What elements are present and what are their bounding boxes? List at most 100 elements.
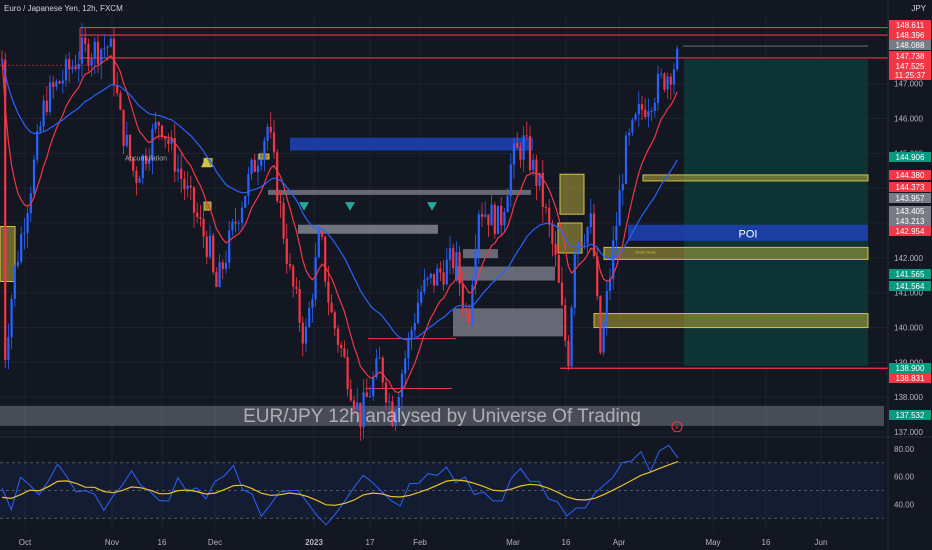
candle-body xyxy=(362,392,365,428)
candle-body xyxy=(247,173,250,197)
candle-body xyxy=(493,204,496,234)
candle-body xyxy=(506,196,509,212)
candle-body xyxy=(87,43,90,66)
poi-zone xyxy=(628,224,868,241)
price-label-badge xyxy=(889,30,931,40)
alert-bolt: ⚡ xyxy=(675,424,680,432)
candle-body xyxy=(285,238,288,265)
candle-body xyxy=(199,217,202,219)
chart-title: Euro / Japanese Yen, 12h, FXCM xyxy=(4,4,123,13)
candle-body xyxy=(669,76,672,85)
candle-body xyxy=(272,132,276,153)
candle-body xyxy=(666,76,669,90)
candle-body xyxy=(58,81,61,84)
gray-zone xyxy=(455,266,555,281)
candle-body xyxy=(554,243,557,255)
ema-fast-line xyxy=(1,54,678,394)
candle-body xyxy=(528,136,532,171)
candle-body xyxy=(656,73,660,103)
candle-body xyxy=(480,214,484,217)
candle-body xyxy=(132,158,135,171)
price-label-badge xyxy=(889,61,931,71)
candle-body xyxy=(250,159,253,174)
candle-body xyxy=(202,218,205,237)
price-label-badge xyxy=(889,410,931,420)
candle-body xyxy=(298,289,301,323)
candle-body xyxy=(650,110,653,112)
candle-body xyxy=(660,73,663,75)
candle-body xyxy=(100,49,103,64)
candle-body xyxy=(544,206,548,208)
candle-body xyxy=(106,46,109,49)
candle-body xyxy=(400,373,404,398)
candle-body xyxy=(164,137,167,140)
candle-body xyxy=(397,397,400,411)
candle-body xyxy=(592,213,596,257)
candle-body xyxy=(84,37,87,44)
time-tick-label: Apr xyxy=(613,538,626,547)
candle-body xyxy=(439,268,442,273)
candle-body xyxy=(263,140,266,160)
triangle-marker xyxy=(427,202,437,211)
candle-body xyxy=(624,135,628,184)
time-tick-label: Nov xyxy=(105,538,119,547)
time-tick-label: Mar xyxy=(506,538,520,547)
candle-body xyxy=(368,396,372,398)
time-tick-label: Oct xyxy=(19,538,32,547)
candle-body xyxy=(672,69,676,85)
candle-body xyxy=(349,389,352,401)
candle-body xyxy=(295,286,298,290)
rsi-tick-label: 60.00 xyxy=(894,473,915,482)
candle-body xyxy=(599,296,602,353)
candle-body xyxy=(74,66,77,70)
time-tick-label: Dec xyxy=(208,538,222,547)
price-label-badge xyxy=(889,373,931,383)
yellow-zone xyxy=(0,225,16,282)
gray-zone xyxy=(463,249,498,259)
candle-body xyxy=(189,185,192,188)
price-label-text: 11:25:37 xyxy=(895,71,926,80)
candle-body xyxy=(586,227,589,244)
candle-body xyxy=(644,109,647,117)
candle-body xyxy=(144,155,148,164)
price-tick-label: 141.000 xyxy=(894,289,923,298)
candle-body xyxy=(93,41,96,59)
candle-body xyxy=(410,330,413,338)
candle-body xyxy=(346,356,349,390)
candle-body xyxy=(612,240,615,279)
candle-body xyxy=(496,205,500,234)
candle-body xyxy=(148,159,151,164)
time-tick-label: 17 xyxy=(366,538,375,547)
candle-body xyxy=(621,183,624,191)
price-label-text: 138.900 xyxy=(896,364,925,373)
candle-body xyxy=(103,48,106,50)
candle-body xyxy=(314,257,317,300)
time-tick-label: Feb xyxy=(413,538,427,547)
candle-body xyxy=(602,321,605,353)
candle-body xyxy=(240,207,244,223)
candle-body xyxy=(234,221,237,224)
candle-body xyxy=(304,326,308,344)
candle-body xyxy=(68,59,71,70)
candle-body xyxy=(442,272,445,285)
candle-body xyxy=(557,254,560,283)
candle-body xyxy=(170,138,173,144)
candle-body xyxy=(218,262,221,287)
moving-averages xyxy=(1,54,678,394)
candle-body xyxy=(631,119,634,133)
price-label-text: 143.405 xyxy=(896,207,925,216)
candle-body xyxy=(445,259,448,285)
candle-body xyxy=(596,256,599,297)
candle-body xyxy=(196,212,199,218)
candle-body xyxy=(42,100,45,127)
gray-zone xyxy=(268,189,531,195)
candle-body xyxy=(109,38,112,47)
candle-body xyxy=(61,80,64,84)
candle-body xyxy=(173,138,176,172)
candle-body xyxy=(615,225,618,241)
price-label-text: 137.532 xyxy=(896,411,925,420)
candle-body xyxy=(36,131,39,160)
candle-body xyxy=(48,82,52,112)
